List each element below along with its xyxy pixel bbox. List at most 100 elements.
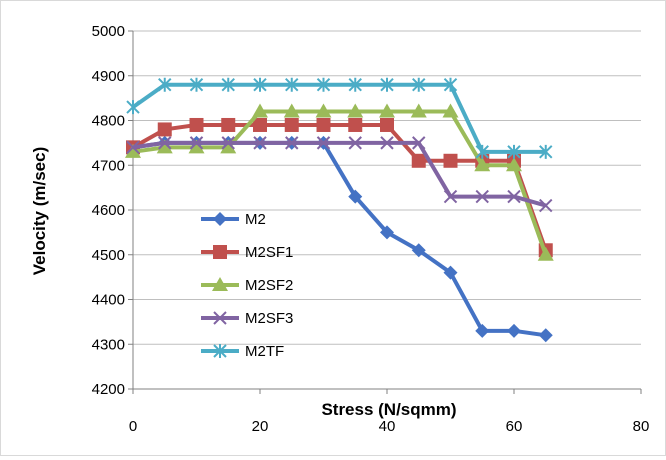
data-point (189, 136, 204, 150)
data-point (411, 243, 426, 258)
data-point (411, 153, 426, 168)
data-point (410, 103, 427, 118)
y-tick-label: 4900 (92, 68, 125, 85)
y-axis-title: Velocity (m/sec) (30, 147, 49, 276)
data-point (347, 103, 364, 118)
data-point (158, 77, 172, 92)
data-point (283, 103, 300, 118)
y-tick-label: 4400 (92, 292, 125, 309)
axes (128, 30, 642, 394)
data-point (380, 117, 394, 132)
data-point (507, 189, 521, 204)
y-tick-label: 4700 (92, 157, 125, 174)
y-tick-label: 5000 (92, 23, 125, 40)
data-point (213, 344, 227, 358)
data-point (189, 117, 204, 132)
data-point (412, 136, 426, 150)
data-point (220, 139, 237, 154)
legend-label: M2SF1 (245, 244, 293, 261)
legend-entry-m2sf2: M2SF2 (201, 277, 293, 294)
data-point (412, 77, 426, 92)
data-point (538, 328, 553, 343)
y-tick-label: 4600 (92, 202, 125, 219)
data-point (315, 103, 332, 118)
data-point (125, 143, 141, 158)
data-point (316, 77, 331, 92)
data-point (443, 189, 458, 204)
data-point (213, 245, 227, 259)
data-point (316, 136, 331, 150)
data-point (507, 323, 521, 338)
data-point (506, 157, 522, 172)
data-point (442, 103, 459, 118)
series-m2tf (126, 77, 553, 159)
legend-label: M2SF3 (245, 310, 293, 327)
data-point (474, 157, 491, 172)
data-point (221, 136, 235, 150)
data-point (156, 139, 173, 154)
data-point (126, 100, 140, 115)
data-point (475, 144, 489, 159)
data-point (380, 136, 394, 150)
y-tick-label: 4500 (92, 247, 125, 264)
data-point (285, 77, 299, 92)
legend-entry-m2: M2 (201, 211, 266, 228)
series-line (131, 82, 546, 154)
y-tick-label: 4200 (92, 381, 125, 398)
data-point (379, 103, 395, 118)
legend-label: M2SF2 (245, 277, 293, 294)
data-point (348, 117, 363, 132)
x-tick-label: 20 (252, 418, 269, 435)
data-point (507, 144, 521, 159)
y-tick-label: 4300 (92, 336, 125, 353)
data-point (284, 117, 299, 132)
x-axis-title: Stress (N/sqmm) (321, 400, 456, 419)
data-point (348, 136, 362, 150)
x-tick-label: 40 (379, 418, 396, 435)
data-point (380, 225, 394, 240)
data-point (316, 117, 331, 132)
legend: M2 M2SF1 M2SF2 M2SF3 M2TF (201, 211, 293, 360)
data-point (253, 117, 267, 132)
data-point (475, 323, 490, 338)
x-tick-labels: 0 20 40 60 80 (129, 418, 650, 435)
x-tick-label: 80 (633, 418, 650, 435)
x-tick-label: 60 (506, 418, 523, 435)
data-point (380, 77, 394, 92)
data-point (221, 117, 236, 132)
data-point (443, 265, 458, 280)
series-line (132, 140, 547, 208)
data-point (539, 144, 553, 159)
data-point (348, 77, 362, 92)
data-point (348, 189, 363, 204)
data-point (252, 103, 268, 118)
legend-entry-m2sf1: M2SF1 (201, 244, 293, 261)
data-point (126, 140, 140, 155)
data-point (537, 246, 554, 261)
y-tick-label: 4800 (92, 113, 125, 130)
data-point (443, 153, 458, 168)
series-m2sf3 (126, 136, 553, 213)
legend-label: M2TF (245, 343, 284, 360)
y-tick-labels: 4200 4300 4400 4500 4600 4700 4800 4900 5000 (92, 23, 125, 398)
x-tick-label: 0 (129, 418, 137, 435)
legend-entry-m2tf: M2TF (201, 343, 284, 360)
series-m2sf1 (126, 117, 553, 258)
data-point (212, 277, 228, 291)
data-point (285, 136, 299, 150)
data-point (157, 122, 172, 137)
data-point (158, 136, 172, 150)
data-point (213, 212, 227, 226)
series-line (132, 109, 548, 256)
legend-label: M2 (245, 211, 266, 228)
data-point (253, 77, 267, 92)
data-point (221, 77, 235, 92)
data-point (213, 311, 227, 325)
data-point (189, 77, 204, 92)
legend-entry-m2sf3: M2SF3 (201, 310, 293, 327)
data-point (443, 77, 458, 92)
data-point (539, 198, 553, 213)
series-line (132, 140, 547, 338)
